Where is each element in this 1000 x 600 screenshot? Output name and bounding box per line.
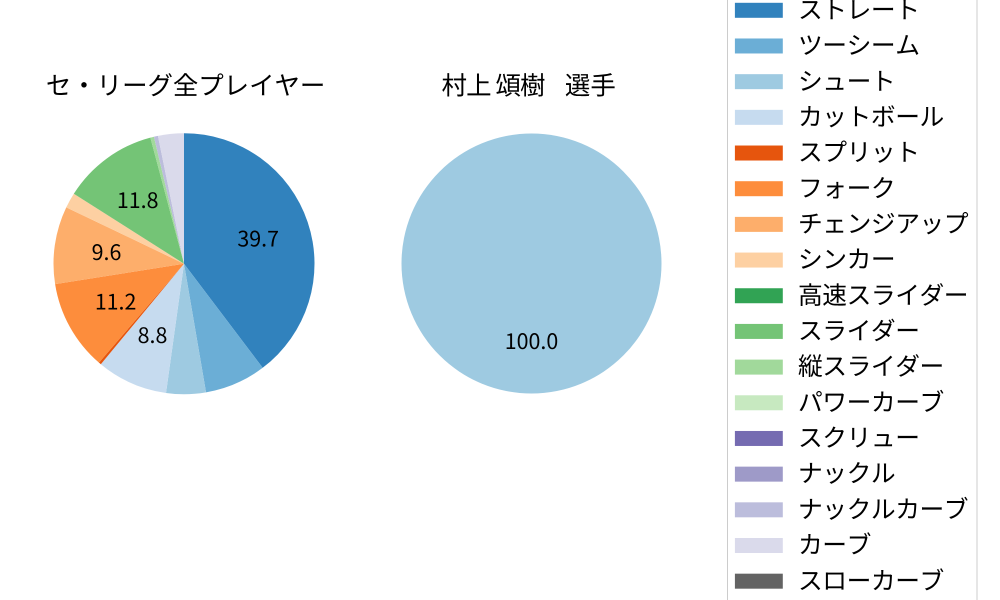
svg-text:選手: 選手 <box>565 66 616 103</box>
svg-text:セ・リーグ全プレイヤー: セ・リーグ全プレイヤー <box>46 66 326 103</box>
svg-text:ナックル: ナックル <box>798 454 895 490</box>
svg-text:縦スライダー: 縦スライダー <box>798 347 944 383</box>
svg-text:フォーク: フォーク <box>798 169 895 205</box>
svg-text:チェンジアップ: チェンジアップ <box>798 204 969 240</box>
svg-text:ストレート: ストレート <box>798 0 920 26</box>
svg-text:11.8: 11.8 <box>117 184 159 215</box>
svg-text:100.0: 100.0 <box>505 325 558 356</box>
svg-text:39.7: 39.7 <box>237 222 279 253</box>
svg-text:カットボール: カットボール <box>798 97 944 133</box>
svg-text:9.6: 9.6 <box>92 236 122 267</box>
svg-text:シンカー: シンカー <box>798 240 895 276</box>
svg-text:パワーカーブ: パワーカーブ <box>798 383 944 419</box>
svg-text:ツーシーム: ツーシーム <box>798 26 920 62</box>
svg-text:11.2: 11.2 <box>95 286 137 317</box>
svg-text:スプリット: スプリット <box>798 133 920 169</box>
svg-text:ナックルカーブ: ナックルカーブ <box>798 490 968 526</box>
svg-text:スライダー: スライダー <box>798 312 920 348</box>
svg-text:高速スライダー: 高速スライダー <box>798 276 968 312</box>
svg-text:カーブ: カーブ <box>798 526 871 562</box>
svg-text:スローカーブ: スローカーブ <box>798 561 944 597</box>
svg-text:8.8: 8.8 <box>138 319 168 350</box>
svg-text:村上 頌樹: 村上 頌樹 <box>442 66 546 103</box>
svg-text:シュート: シュート <box>798 62 895 98</box>
svg-text:スクリュー: スクリュー <box>798 419 920 455</box>
